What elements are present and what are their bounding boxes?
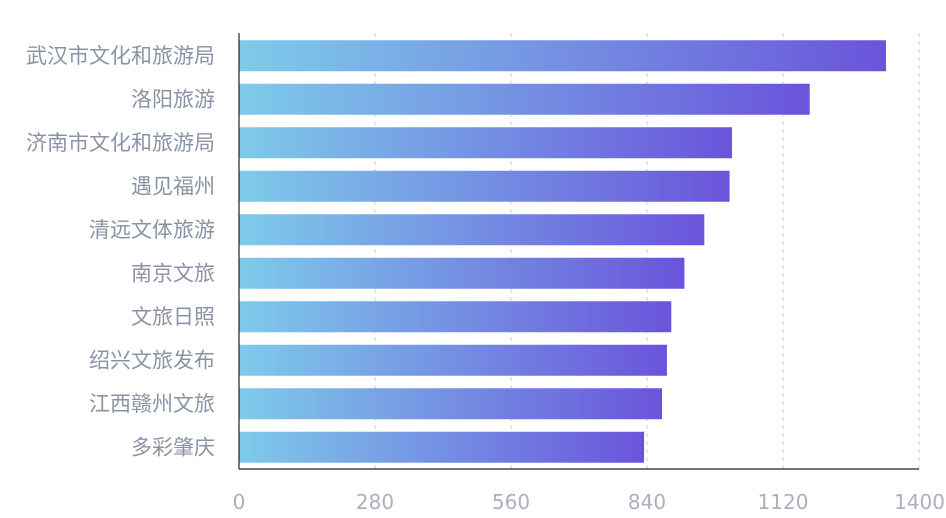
bars	[239, 40, 886, 463]
category-labels: 武汉市文化和旅游局洛阳旅游济南市文化和旅游局遇见福州清远文体旅游南京文旅文旅日照…	[26, 44, 215, 460]
x-tick-label: 560	[492, 490, 530, 514]
bar	[239, 40, 886, 72]
bar	[239, 214, 705, 246]
axes	[238, 33, 919, 470]
bar	[239, 344, 667, 376]
x-tick-label: 1400	[894, 490, 945, 514]
bar	[239, 431, 645, 463]
x-tick-label: 0	[233, 490, 246, 514]
category-label: 遇见福州	[131, 174, 215, 198]
x-tick-label: 280	[356, 490, 394, 514]
category-label: 绍兴文旅发布	[89, 348, 215, 372]
x-tick-label: 840	[628, 490, 666, 514]
tick-labels: 0 280 560 840 1120 1400	[233, 490, 945, 514]
bar	[239, 170, 730, 202]
bar	[239, 257, 685, 289]
bar	[239, 83, 810, 115]
category-label: 江西赣州文旅	[89, 392, 215, 416]
bar	[239, 301, 672, 333]
category-label: 多彩肇庆	[131, 435, 215, 459]
category-label: 清远文体旅游	[89, 218, 215, 242]
bar	[239, 127, 732, 159]
category-label: 济南市文化和旅游局	[26, 131, 215, 155]
category-label: 洛阳旅游	[131, 87, 215, 111]
category-label: 武汉市文化和旅游局	[26, 44, 215, 68]
bar	[239, 388, 663, 420]
x-tick-label: 1120	[758, 490, 809, 514]
category-label: 南京文旅	[131, 261, 215, 285]
category-label: 文旅日照	[131, 305, 215, 329]
